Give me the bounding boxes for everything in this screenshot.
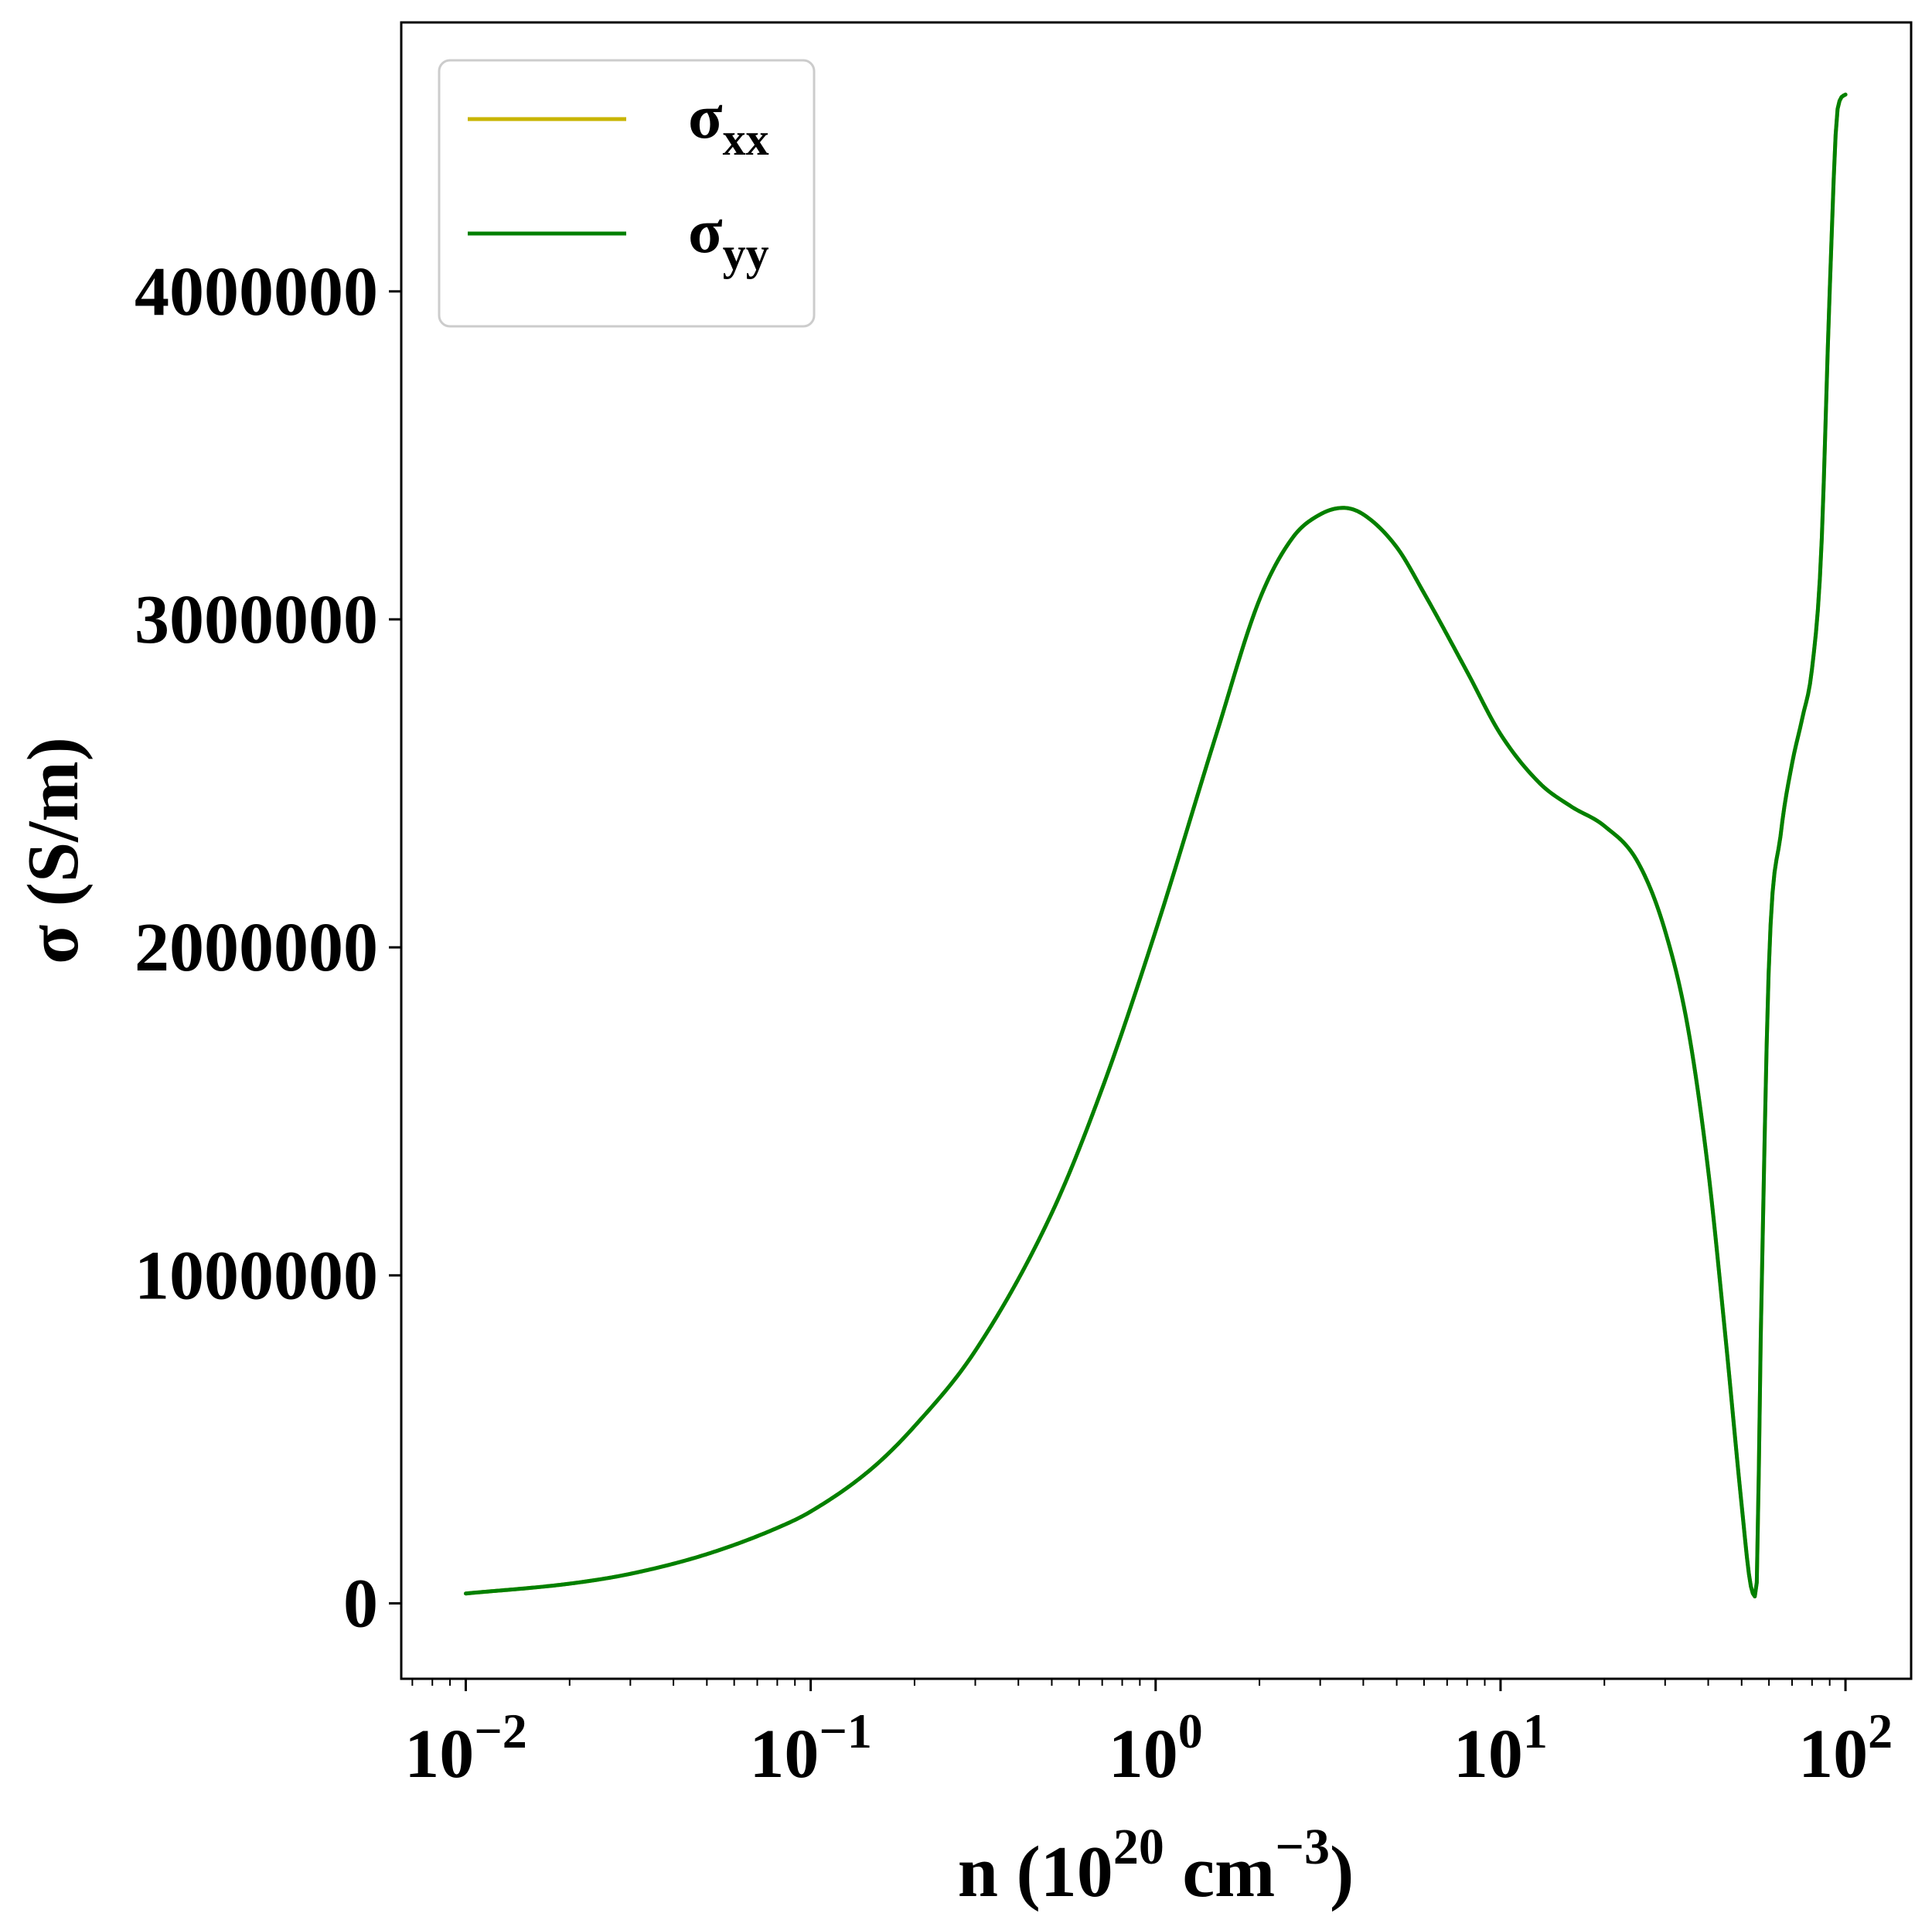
x-tick-label-exponent: −1 (819, 1704, 871, 1758)
legend-label-symbol: σ (688, 196, 723, 266)
x-axis-label-prefix: n (10 (958, 1832, 1113, 1912)
y-tick-label: 1000000 (135, 1237, 378, 1314)
x-tick-label-exponent: 2 (1868, 1704, 1893, 1758)
x-tick-label-base: 10 (404, 1716, 474, 1792)
legend-box (438, 59, 816, 328)
x-tick-label: 101 (1453, 1704, 1548, 1792)
x-tick-label: 10−2 (404, 1704, 526, 1792)
x-tick-label-base: 10 (1109, 1716, 1178, 1792)
x-axis-label-suffix: ) (1330, 1832, 1354, 1912)
x-axis-label-middle: cm (1164, 1832, 1276, 1912)
x-axis-label-exponent-2: −3 (1275, 1819, 1330, 1875)
legend-label-symbol: σ (688, 81, 723, 152)
y-tick-label: 0 (343, 1565, 378, 1642)
x-tick-label: 100 (1109, 1704, 1203, 1792)
x-tick-label-exponent: 1 (1523, 1704, 1548, 1758)
y-tick-label: 4000000 (135, 254, 378, 330)
x-tick-label-base: 10 (749, 1716, 819, 1792)
legend-label-sigma-yy: σyy (688, 196, 769, 279)
series-line-sigma-yy (463, 92, 1848, 1598)
y-axis-label: σ (S/m) (13, 737, 94, 964)
axis-ticks: 10−2 10−1 100 101 10201000000200000030000004… (135, 254, 1893, 1792)
y-tick-label: 3000000 (135, 582, 378, 658)
plot-area (463, 92, 1848, 1598)
legend-label-subscript: yy (723, 228, 769, 279)
x-axis-label-exponent-1: 20 (1113, 1819, 1164, 1875)
legend-label-sigma-xx: σxx (688, 81, 769, 165)
y-tick-label: 2000000 (135, 909, 378, 986)
x-tick-label: 102 (1798, 1704, 1893, 1792)
legend-label-subscript: xx (723, 114, 769, 165)
x-tick-label-exponent: −2 (474, 1704, 526, 1758)
x-tick-label-exponent: 0 (1178, 1704, 1203, 1758)
x-tick-label-base: 10 (1798, 1716, 1868, 1792)
x-tick-label: 10−1 (749, 1704, 871, 1792)
x-tick-label-base: 10 (1453, 1716, 1523, 1792)
x-axis-label: n (1020 cm−3) (958, 1819, 1354, 1912)
